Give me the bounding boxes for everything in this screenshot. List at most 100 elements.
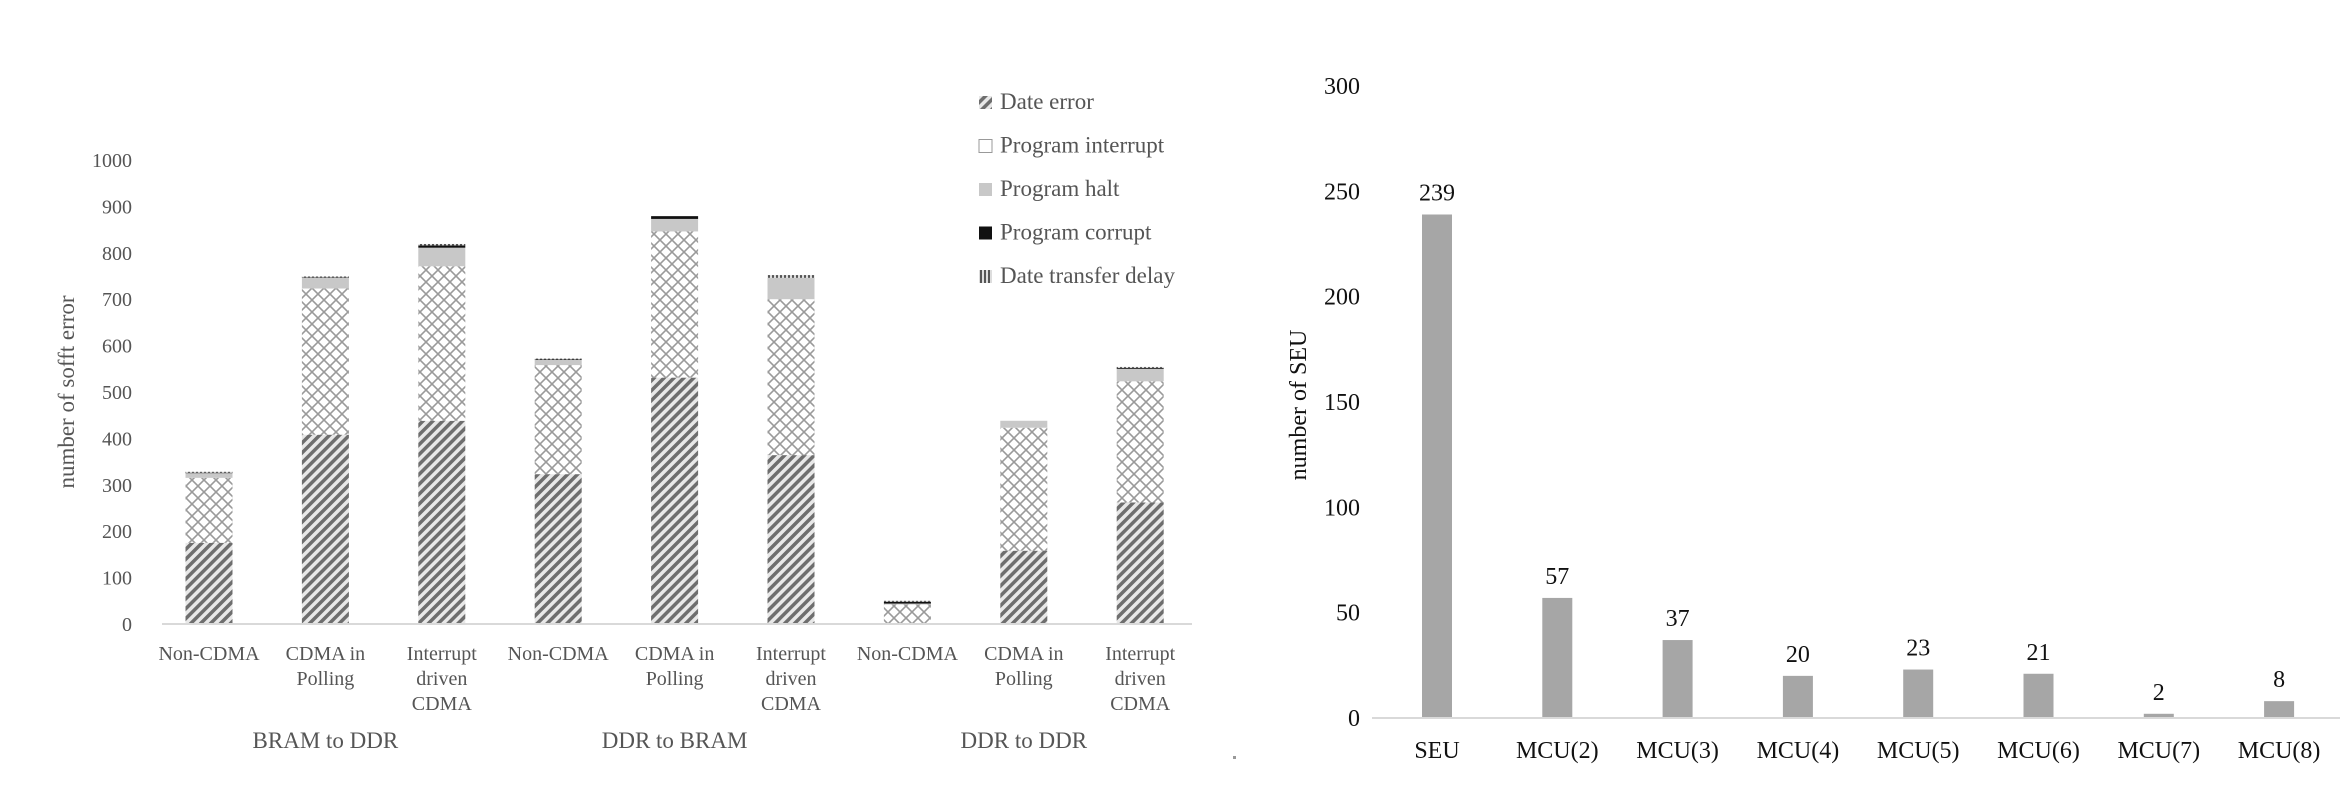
- bar-segment-program-interrupt: [186, 478, 233, 543]
- bar-segment-program-halt: [186, 473, 233, 478]
- bar-segment-date-transfer-delay: [1117, 367, 1164, 368]
- bar-segment-program-interrupt: [768, 299, 815, 455]
- bar-segment-program-interrupt: [535, 365, 582, 474]
- x-tick-label: Interrupt: [756, 643, 826, 665]
- bar-segment-date-transfer-delay: [768, 275, 815, 278]
- y-tick-label: 0: [1348, 706, 1360, 732]
- x-tick-label: CDMA: [412, 693, 473, 715]
- legend-label: Date error: [1000, 89, 1094, 114]
- bar-segment-program-halt: [535, 360, 582, 365]
- data-label: 37: [1666, 606, 1690, 632]
- stray-dot: [1233, 756, 1236, 759]
- x-tick-label: Polling: [297, 668, 355, 690]
- legend-swatch: [979, 96, 992, 109]
- x-tick-label: MCU(2): [1516, 738, 1599, 764]
- x-tick-label: Non-CDMA: [158, 643, 260, 665]
- legend-swatch: [979, 270, 992, 283]
- legend-label: Date transfer delay: [1000, 263, 1175, 288]
- y-tick-label: 150: [1324, 390, 1360, 416]
- legend-swatch: [979, 227, 992, 240]
- bar-segment-date-error: [651, 378, 698, 624]
- legend: Date error Program interrupt Program halt P…: [979, 89, 1175, 288]
- bar-segment-date-error: [186, 543, 233, 624]
- y-tick-label: 200: [1324, 285, 1360, 311]
- y-tick-label: 50: [1336, 601, 1360, 627]
- data-label: 21: [2027, 640, 2051, 666]
- x-tick-label: Non-CDMA: [508, 643, 610, 665]
- y-tick-label: 250: [1324, 179, 1360, 205]
- bar-segment-date-transfer-delay: [535, 359, 582, 360]
- x-tick-label: CDMA: [761, 693, 822, 715]
- data-label: 239: [1419, 181, 1455, 207]
- x-tick-label: CDMA in: [635, 643, 714, 665]
- x-tick-label: driven: [416, 668, 467, 690]
- group-label: DDR to BRAM: [602, 728, 748, 753]
- x-tick-label: Polling: [646, 668, 704, 690]
- legend-label: Program halt: [1000, 176, 1120, 201]
- bar-segment-program-interrupt: [651, 231, 698, 377]
- x-tick-label: MCU(7): [2117, 738, 2200, 764]
- bar-segment-date-error: [302, 435, 349, 624]
- bar: [1422, 215, 1452, 718]
- x-tick-label: MCU(4): [1757, 738, 1840, 764]
- bar-segment-date-transfer-delay: [884, 601, 931, 602]
- x-tick-label: SEU: [1414, 738, 1459, 764]
- data-label: 20: [1786, 642, 1810, 668]
- legend-swatch: [979, 183, 992, 196]
- bar-segment-program-interrupt: [302, 289, 349, 435]
- bar-segment-program-interrupt: [884, 605, 931, 624]
- x-tick-label: CDMA in: [286, 643, 365, 665]
- y-tick-label: 300: [1324, 74, 1360, 100]
- bar-segment-program-corrupt: [1117, 368, 1164, 369]
- bar-segment-date-transfer-delay: [418, 244, 465, 245]
- bar-segment-date-transfer-delay: [186, 472, 233, 473]
- bar-segment-date-error: [1117, 502, 1164, 624]
- y-axis-title: number of SEU: [1286, 330, 1312, 481]
- bar-segment-date-transfer-delay: [302, 276, 349, 277]
- bar-segment-program-interrupt: [1117, 381, 1164, 502]
- y-tick-label: 600: [102, 336, 132, 358]
- bar-segment-program-interrupt: [418, 266, 465, 421]
- x-tick-label: Interrupt: [407, 643, 477, 665]
- x-tick-label: MCU(8): [2238, 738, 2321, 764]
- bar: [1903, 670, 1933, 718]
- soft-error-stacked-chart: number of sofft error 010020030040050060…: [54, 89, 1192, 753]
- y-tick-label: 800: [102, 243, 132, 265]
- x-tick-label: Polling: [995, 668, 1053, 690]
- y-tick-label: 100: [1324, 495, 1360, 521]
- bar-segment-program-corrupt: [884, 602, 931, 604]
- bar-segment-program-halt: [651, 219, 698, 232]
- legend-swatch: [979, 140, 992, 153]
- x-tick-label: driven: [765, 668, 816, 690]
- bar-segment-date-error: [535, 474, 582, 624]
- y-tick-label: 500: [102, 382, 132, 404]
- legend-label: Program interrupt: [1000, 133, 1165, 158]
- bar: [1542, 598, 1572, 718]
- x-tick-label: CDMA in: [984, 643, 1063, 665]
- x-tick-label: driven: [1115, 668, 1166, 690]
- bar-segment-program-halt: [302, 278, 349, 289]
- data-label: 8: [2273, 667, 2285, 693]
- bar-segment-date-error: [1000, 551, 1047, 624]
- bar-segment-program-halt: [418, 248, 465, 267]
- y-tick-label: 200: [102, 521, 132, 543]
- y-tick-label: 400: [102, 428, 132, 450]
- bar-segment-program-halt: [768, 278, 815, 299]
- legend-label: Program corrupt: [1000, 220, 1152, 245]
- data-label: 2: [2153, 680, 2165, 706]
- group-label: BRAM to DDR: [253, 728, 399, 753]
- x-tick-label: MCU(3): [1636, 738, 1719, 764]
- bar-segment-program-halt: [1000, 421, 1047, 428]
- bar-segment-date-error: [768, 455, 815, 624]
- data-label: 23: [1906, 636, 1930, 662]
- group-label: DDR to DDR: [961, 728, 1088, 753]
- y-tick-label: 900: [102, 196, 132, 218]
- bar-segment-program-corrupt: [418, 245, 465, 247]
- bar-segment-program-halt: [1117, 369, 1164, 382]
- x-tick-label: Interrupt: [1105, 643, 1175, 665]
- bar-segment-program-interrupt: [1000, 428, 1047, 551]
- x-tick-label: MCU(6): [1997, 738, 2080, 764]
- bar: [2264, 701, 2294, 718]
- x-tick-label: MCU(5): [1877, 738, 1960, 764]
